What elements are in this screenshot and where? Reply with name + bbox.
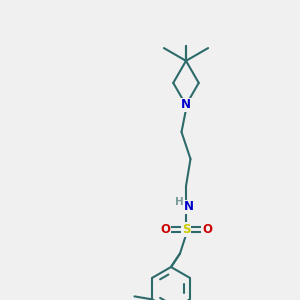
Text: S: S [182, 223, 190, 236]
Text: O: O [160, 223, 170, 236]
Text: H: H [175, 196, 184, 207]
Text: N: N [184, 200, 194, 214]
Text: O: O [202, 223, 212, 236]
Text: N: N [181, 98, 191, 112]
